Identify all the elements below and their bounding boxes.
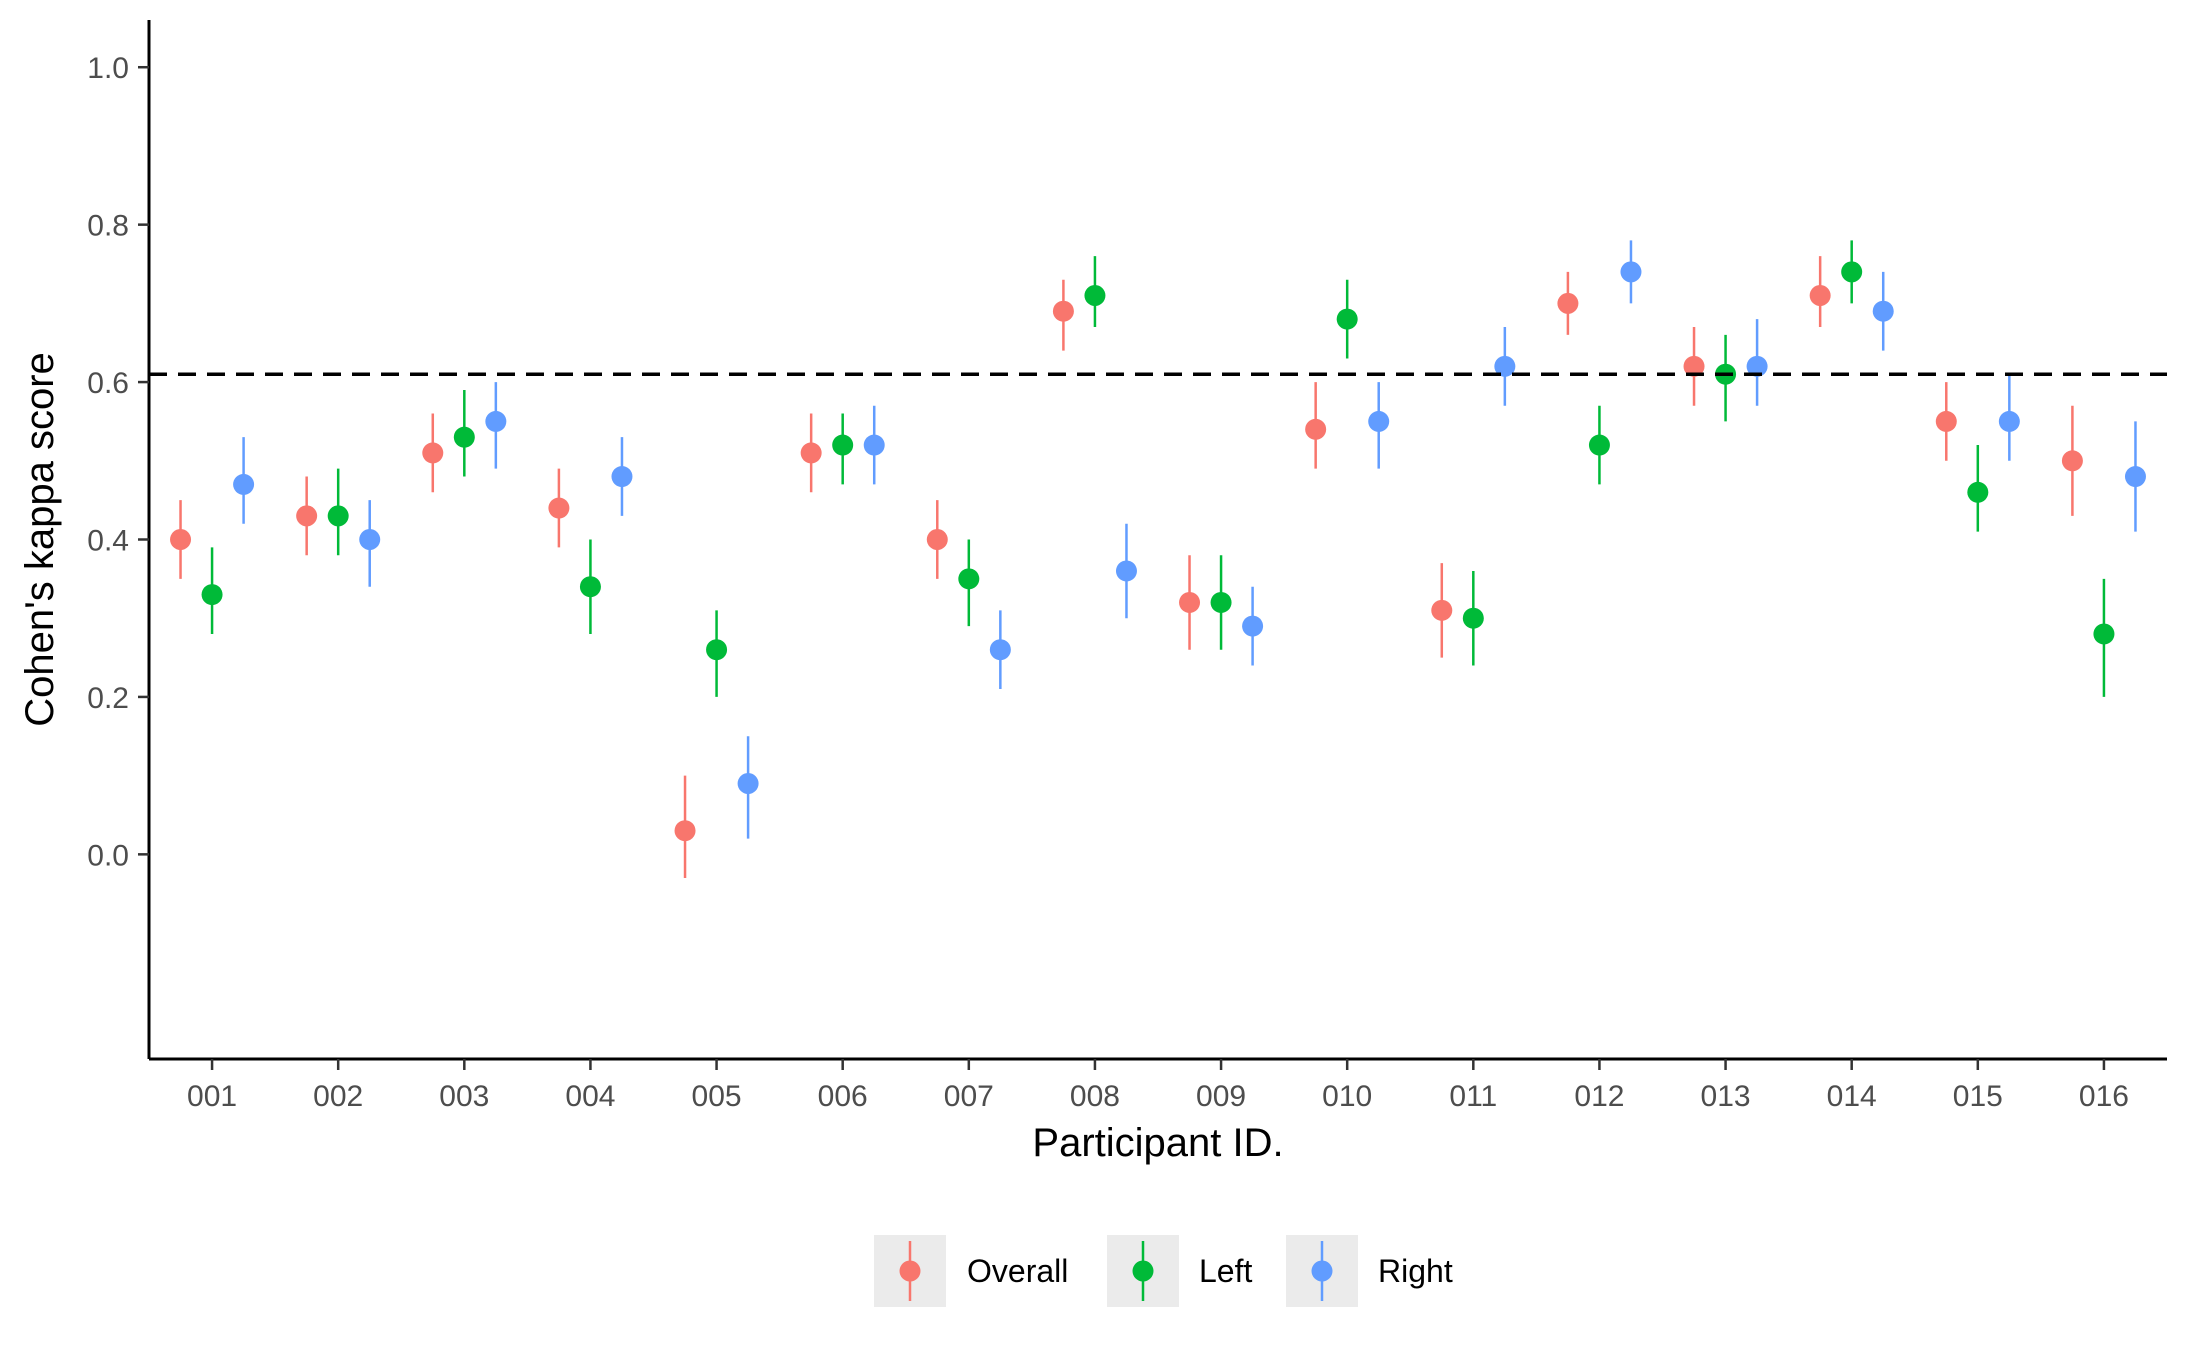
y-tick-label: 0.6 <box>87 367 129 400</box>
data-point <box>1242 615 1264 637</box>
data-point <box>1746 355 1768 377</box>
x-tick-label: 001 <box>187 1080 237 1113</box>
data-point <box>422 442 444 464</box>
data-point <box>1872 300 1894 322</box>
x-tick-label: 009 <box>1196 1080 1246 1113</box>
data-point <box>485 410 507 432</box>
data-point <box>1462 607 1484 629</box>
data-point <box>453 426 475 448</box>
data-point <box>1084 284 1106 306</box>
y-axis-title: Cohen's kappa score <box>18 352 62 727</box>
data-point <box>1431 599 1453 621</box>
data-point <box>2093 623 2115 645</box>
data-point <box>1809 284 1831 306</box>
series-right <box>233 240 2146 839</box>
data-point <box>832 434 854 456</box>
data-point <box>1998 410 2020 432</box>
data-point <box>2124 466 2146 488</box>
data-point <box>1967 481 1989 503</box>
data-point <box>1336 308 1358 330</box>
legend-key-point <box>1311 1260 1333 1282</box>
series-left <box>201 240 2115 697</box>
legend-item-overall: Overall <box>874 1235 1068 1307</box>
data-point <box>800 442 822 464</box>
x-tick-label: 004 <box>565 1080 615 1113</box>
legend-item-left: Left <box>1107 1235 1252 1307</box>
data-point <box>1620 261 1642 283</box>
plot-marks <box>170 240 2146 878</box>
x-tick-label: 014 <box>1827 1080 1877 1113</box>
data-point <box>958 568 980 590</box>
data-point <box>989 639 1011 661</box>
x-ticks: 001 002 003 004 005 006 007 008 009 010 011 012 013 0… <box>187 1059 2129 1113</box>
y-tick-label: 0.2 <box>87 682 129 715</box>
data-point <box>201 584 223 606</box>
data-point <box>1368 410 1390 432</box>
data-point <box>1557 292 1579 314</box>
x-tick-label: 005 <box>692 1080 742 1113</box>
data-point <box>1210 591 1232 613</box>
legend-label: Overall <box>967 1253 1068 1289</box>
x-tick-label: 003 <box>439 1080 489 1113</box>
x-tick-label: 015 <box>1953 1080 2003 1113</box>
data-point <box>1052 300 1074 322</box>
x-axis-title: Participant ID. <box>1032 1121 1283 1165</box>
data-point <box>1179 591 1201 613</box>
data-point <box>611 466 633 488</box>
y-ticks: 0.0 0.2 0.4 0.6 0.8 1.0 <box>87 52 149 872</box>
x-tick-label: 011 <box>1449 1080 1497 1113</box>
data-point <box>1115 560 1137 582</box>
data-point <box>579 576 601 598</box>
data-point <box>296 505 318 527</box>
x-tick-label: 002 <box>313 1080 363 1113</box>
data-point <box>863 434 885 456</box>
x-tick-label: 007 <box>944 1080 994 1113</box>
y-tick-label: 1.0 <box>87 52 129 85</box>
legend: Overall Left Right <box>874 1235 1453 1307</box>
y-tick-label: 0.8 <box>87 210 129 243</box>
data-point <box>706 639 728 661</box>
data-point <box>674 820 696 842</box>
legend-key-point <box>1132 1260 1154 1282</box>
x-tick-label: 008 <box>1070 1080 1120 1113</box>
y-tick-label: 0.4 <box>87 525 129 558</box>
data-point <box>1588 434 1610 456</box>
data-point <box>1494 355 1516 377</box>
legend-label: Right <box>1378 1253 1453 1289</box>
data-point <box>233 473 255 495</box>
data-point <box>359 529 381 550</box>
data-point <box>926 529 948 550</box>
data-point <box>1305 418 1327 440</box>
x-tick-label: 012 <box>1574 1080 1624 1113</box>
x-tick-label: 010 <box>1322 1080 1372 1113</box>
x-tick-label: 013 <box>1701 1080 1751 1113</box>
legend-label: Left <box>1199 1253 1252 1289</box>
data-point <box>1935 410 1957 432</box>
series-overall <box>170 256 2083 878</box>
data-point <box>1683 355 1705 377</box>
legend-key-point <box>899 1260 921 1282</box>
legend-item-right: Right <box>1286 1235 1453 1307</box>
data-point <box>327 505 349 527</box>
y-tick-label: 0.0 <box>87 839 129 872</box>
data-point <box>1841 261 1863 283</box>
x-tick-label: 006 <box>818 1080 868 1113</box>
data-point <box>170 529 192 550</box>
data-point <box>737 773 759 795</box>
data-point <box>548 497 570 519</box>
data-point <box>2061 450 2083 472</box>
x-tick-label: 016 <box>2079 1080 2129 1113</box>
